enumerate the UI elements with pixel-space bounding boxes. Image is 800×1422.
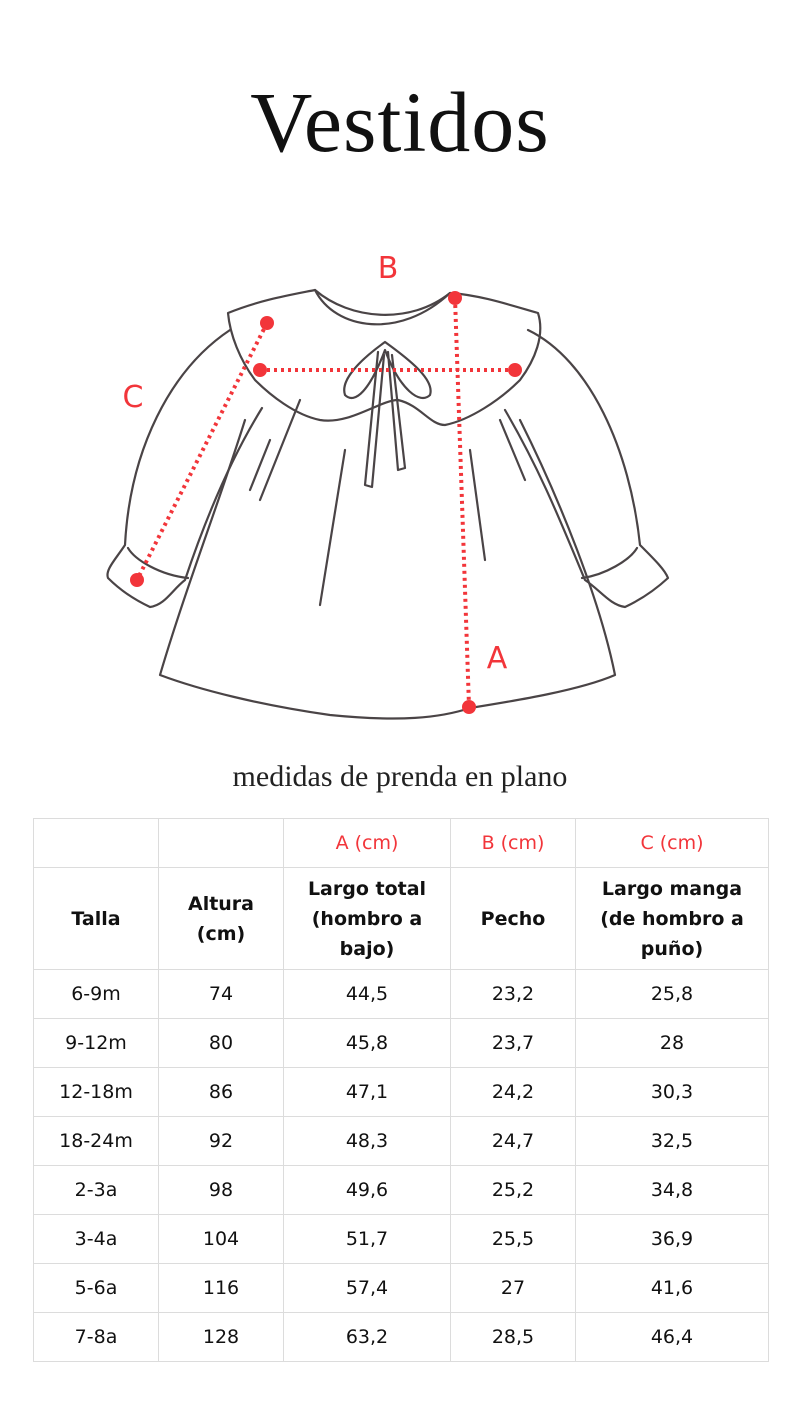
measure-point [462,700,476,714]
table-cell: 44,5 [283,969,451,1019]
table-cell: 48,3 [283,1116,451,1166]
label-b: B [378,251,399,286]
measurement-lines [130,291,522,714]
table-cell: 116 [158,1263,284,1313]
table-cell: 63,2 [283,1312,451,1362]
measure-point [448,291,462,305]
measure-point [508,363,522,377]
page-title: Vestidos [250,74,550,170]
table-cell: 36,9 [575,1214,769,1264]
measure-code-cell: C (cm) [575,818,769,868]
header-pecho: Pecho [450,867,576,970]
sleeve-measure-line [135,322,269,581]
table-cell: 128 [158,1312,284,1362]
table-cell: 57,4 [283,1263,451,1313]
header-talla: Talla [33,867,159,970]
dress-outline [106,288,670,720]
table-cell: 98 [158,1165,284,1215]
measure-code-cell [33,818,159,868]
table-cell: 5-6a [33,1263,159,1313]
table-cell: 92 [158,1116,284,1166]
table-cell: 80 [158,1018,284,1068]
table-cell: 2-3a [33,1165,159,1215]
table-row: 2-3a 98 49,6 25,2 34,8 [33,1165,769,1215]
table-cell: 7-8a [33,1312,159,1362]
table-row: 9-12m 80 45,8 23,7 28 [33,1018,769,1068]
table-cell: 18-24m [33,1116,159,1166]
table-cell: 6-9m [33,969,159,1019]
length-measure-line [453,297,471,707]
table-cell: 28 [575,1018,769,1068]
table-row: 6-9m 74 44,5 23,2 25,8 [33,969,769,1019]
measure-code-row: A (cm) B (cm) C (cm) [33,818,769,868]
table-cell: 3-4a [33,1214,159,1264]
measure-point [253,363,267,377]
table-cell: 23,2 [450,969,576,1019]
dress-diagram: B C A [106,251,670,720]
header-row: Talla Altura (cm) Largo total (hombro a … [33,867,769,970]
table-cell: 51,7 [283,1214,451,1264]
table-row: 7-8a 128 63,2 28,5 46,4 [33,1312,769,1362]
subtitle: medidas de prenda en plano [232,760,568,793]
table-cell: 12-18m [33,1067,159,1117]
measure-code-cell: B (cm) [450,818,576,868]
table-cell: 45,8 [283,1018,451,1068]
label-a: A [487,641,508,676]
table-cell: 47,1 [283,1067,451,1117]
measure-code-cell: A (cm) [283,818,451,868]
table-cell: 30,3 [575,1067,769,1117]
header-altura: Altura (cm) [158,867,284,970]
size-table: A (cm) B (cm) C (cm) Talla Altura (cm) L… [33,818,769,1362]
table-cell: 25,5 [450,1214,576,1264]
table-cell: 28,5 [450,1312,576,1362]
table-cell: 25,8 [575,969,769,1019]
table-cell: 46,4 [575,1312,769,1362]
table-cell: 104 [158,1214,284,1264]
measure-code-cell [158,818,284,868]
table-row: 5-6a 116 57,4 27 41,6 [33,1263,769,1313]
table-cell: 86 [158,1067,284,1117]
table-row: 18-24m 92 48,3 24,7 32,5 [33,1116,769,1166]
table-cell: 25,2 [450,1165,576,1215]
table-cell: 32,5 [575,1116,769,1166]
table-cell: 49,6 [283,1165,451,1215]
table-cell: 27 [450,1263,576,1313]
table-cell: 34,8 [575,1165,769,1215]
measure-point [260,316,274,330]
table-cell: 41,6 [575,1263,769,1313]
table-row: 12-18m 86 47,1 24,2 30,3 [33,1067,769,1117]
label-c: C [123,380,144,415]
table-cell: 24,7 [450,1116,576,1166]
header-largo-total: Largo total (hombro a bajo) [283,867,451,970]
table-row: 3-4a 104 51,7 25,5 36,9 [33,1214,769,1264]
measure-point [130,573,144,587]
table-cell: 74 [158,969,284,1019]
table-cell: 23,7 [450,1018,576,1068]
table-cell: 24,2 [450,1067,576,1117]
header-largo-manga: Largo manga (de hombro a puño) [575,867,769,970]
table-cell: 9-12m [33,1018,159,1068]
